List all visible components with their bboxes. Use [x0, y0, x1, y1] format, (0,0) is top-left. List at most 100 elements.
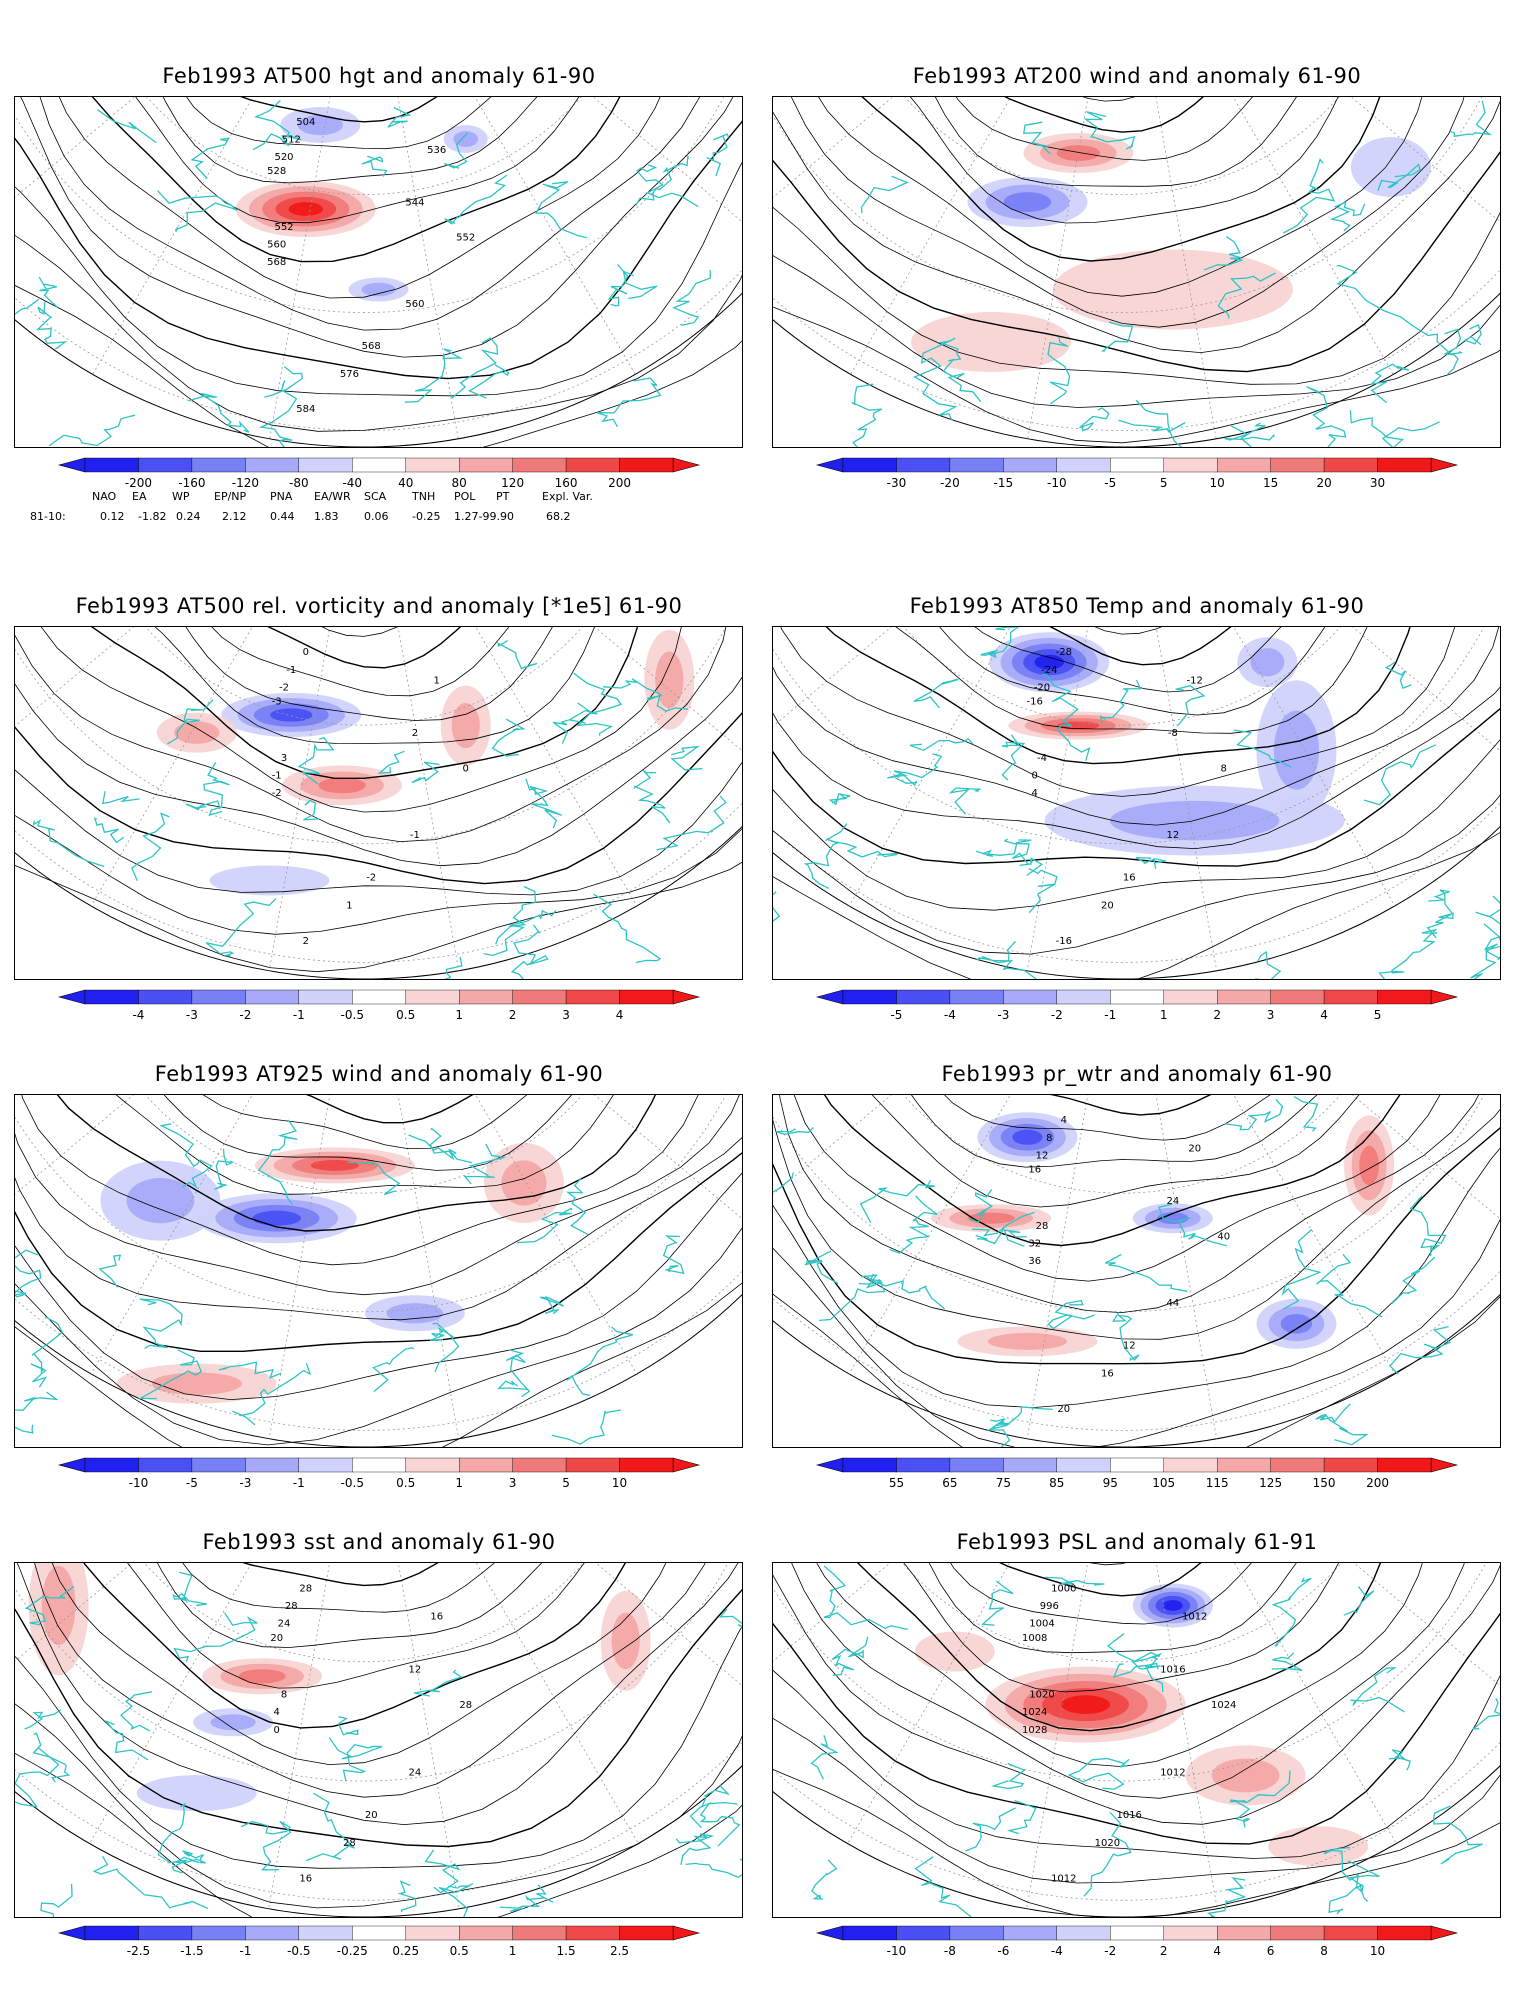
coastline [1349, 410, 1404, 447]
coastline [969, 1189, 994, 1224]
contour-line [135, 97, 580, 224]
indices-header-cell: WP [172, 490, 190, 503]
contour-label: 560 [405, 299, 424, 310]
coastline [656, 795, 727, 851]
coastline [525, 778, 563, 829]
colorbar-segment [298, 1925, 353, 1941]
colorbar-segment [352, 1925, 406, 1941]
coastline [1099, 679, 1142, 724]
panel-title: Feb1993 AT850 Temp and anomaly 61-90 [909, 594, 1365, 618]
contour-line [780, 627, 1456, 797]
colorbar-segment [1377, 457, 1432, 473]
coastline [1023, 121, 1051, 155]
indices-header-cell: EA/WR [314, 490, 351, 503]
coastline [566, 1326, 633, 1396]
coastline [203, 762, 230, 817]
colorbar-segment [1163, 457, 1218, 473]
contour-label: 24 [278, 1619, 291, 1630]
colorbar-graphic [815, 989, 1459, 1005]
colorbar-segment [1110, 1925, 1164, 1941]
colorbar-segment [842, 1925, 897, 1941]
coastline [93, 817, 125, 844]
colorbar-tick-label: -4 [1050, 1944, 1063, 1958]
contour-line [909, 97, 1339, 224]
meridian-line [1232, 97, 1394, 375]
coastline [1135, 856, 1166, 869]
contour-line [950, 1563, 1252, 1625]
contour-label: -20 [1034, 682, 1050, 693]
contour-line [974, 627, 1282, 693]
coastline [264, 366, 303, 398]
contour-line [15, 1703, 742, 1909]
coastline [1158, 1203, 1228, 1247]
coastline [976, 941, 1038, 979]
meridian-line [475, 627, 638, 907]
contour-line [15, 712, 742, 885]
colorbar-segment [1003, 989, 1058, 1005]
latitude-line [143, 1563, 584, 1663]
colorbar-ticks: -4 -3 -2 -1 -0.5 0.5 1 2 3 4 [59, 1008, 699, 1024]
contour-line [15, 120, 742, 380]
coastline [1118, 419, 1186, 433]
colorbar-tick-label: 8 [1320, 1944, 1328, 1958]
contour-line [267, 627, 462, 669]
colorbar: -10 -5 -3 -1 -0.5 0.5 1 3 5 10 [57, 1457, 701, 1498]
coastline [1083, 1811, 1132, 1897]
coastline [190, 137, 230, 179]
meridian-line [1155, 1095, 1218, 1439]
coastline [185, 800, 221, 811]
colorbar-segment [352, 1457, 406, 1473]
coastline [497, 639, 538, 670]
contour-line [154, 627, 595, 745]
coastline [167, 699, 214, 745]
colorbar-tick-label: -3 [239, 1476, 252, 1490]
coastline [1336, 264, 1464, 355]
coastline [976, 839, 1032, 857]
colorbar-segment [405, 1457, 460, 1473]
indices-header: NAO EA WP EP/NP PNA EA/WR SCA TNH POL PT Expl. Var… [14, 490, 734, 506]
coastline [105, 1720, 149, 1761]
indices-header-cell: EA [132, 490, 147, 503]
contour-line [773, 1717, 1500, 1884]
contour-line [779, 1095, 1480, 1314]
latitude-line [901, 1563, 1342, 1663]
colorbar-tick-label: -5 [185, 1476, 198, 1490]
colorbar-segment [191, 1925, 246, 1941]
coastline [1293, 1095, 1319, 1132]
contour-label: 16 [1028, 1164, 1041, 1175]
colorbar-tick-label: 1.5 [556, 1944, 576, 1958]
colorbar-tick-label: -1.5 [180, 1944, 204, 1958]
contour-line [911, 1095, 1318, 1168]
panel-7: Feb1993 sst and anomaly 61-90 28 28 24 20 16… [14, 1526, 744, 1998]
coastline [432, 1322, 460, 1373]
coastline [444, 956, 463, 979]
coastline [205, 898, 277, 957]
coastline [1001, 734, 1026, 781]
contour-label: 12 [1036, 1150, 1049, 1161]
coastline [463, 1143, 505, 1185]
anomaly-shading [1350, 137, 1431, 197]
contour-line [999, 1563, 1202, 1597]
meridian-line [850, 97, 1012, 375]
coastline [1255, 950, 1282, 979]
anomaly-shading [1250, 648, 1285, 677]
contour-line [773, 707, 1500, 867]
colorbar-segment [191, 989, 246, 1005]
colorbar-tick-label: 2.5 [609, 1944, 630, 1958]
coastline [38, 276, 58, 308]
colorbar-segment [896, 457, 951, 473]
contour-label: 8 [1221, 763, 1227, 774]
colorbar-segment [191, 457, 246, 473]
coastline [240, 1820, 292, 1871]
contour-line [15, 1625, 742, 1869]
coastline [860, 175, 909, 214]
coastline [1106, 1632, 1163, 1668]
coastline [831, 1636, 869, 1676]
contour-line [895, 627, 1368, 734]
anomaly-shading [209, 865, 330, 896]
colorbar-segment [1003, 1925, 1058, 1941]
colorbar-min-arrow [57, 457, 86, 473]
colorbar-max-arrow [672, 1925, 701, 1941]
colorbar-ticks: -2.5 -1.5 -1 -0.5 -0.25 0.25 0.5 1 1.5 2.5 [59, 1944, 699, 1960]
indices-header-cell: TNH [412, 490, 436, 503]
